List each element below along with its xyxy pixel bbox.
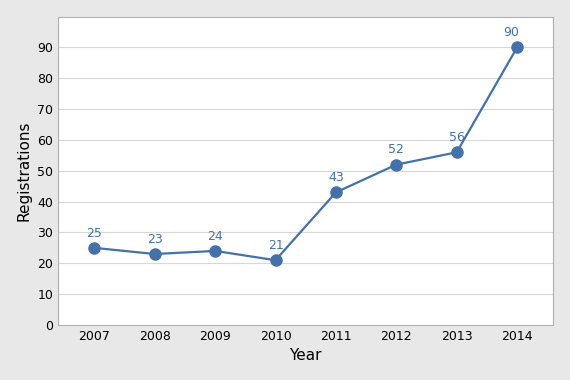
Text: 25: 25 bbox=[87, 226, 102, 239]
Text: 43: 43 bbox=[328, 171, 344, 184]
Text: 56: 56 bbox=[449, 131, 465, 144]
X-axis label: Year: Year bbox=[290, 348, 322, 363]
Y-axis label: Registrations: Registrations bbox=[17, 120, 32, 221]
Text: 52: 52 bbox=[388, 143, 404, 156]
Text: 24: 24 bbox=[207, 230, 223, 242]
Text: 21: 21 bbox=[268, 239, 283, 252]
Text: 90: 90 bbox=[504, 26, 519, 39]
Text: 23: 23 bbox=[147, 233, 162, 246]
